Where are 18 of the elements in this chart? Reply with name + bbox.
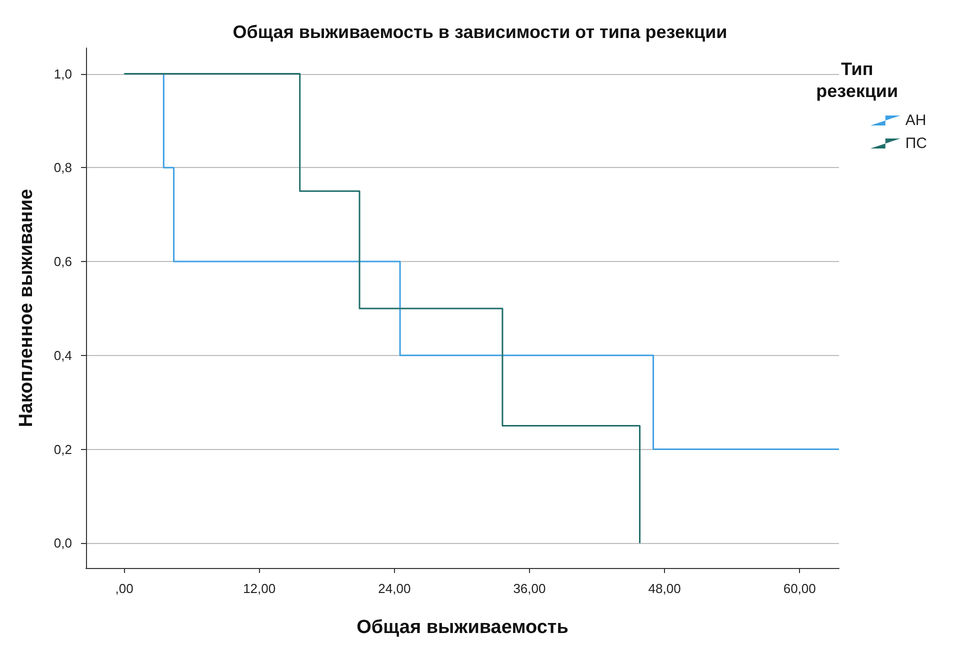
y-axis-title: Накопленное выживание bbox=[16, 188, 37, 428]
y-tick-label: 0,8 bbox=[54, 160, 72, 176]
text: АН bbox=[905, 112, 926, 129]
chart-title: Общая выживаемость в зависимости от типа резекции bbox=[232, 22, 728, 42]
x-tick-label: ,00 bbox=[115, 581, 134, 596]
x-axis-title: Общая выживаемость bbox=[356, 617, 568, 638]
x-tick-label: 36,00 bbox=[513, 581, 546, 596]
x-tick-label: 12,00 bbox=[243, 581, 276, 596]
x-tick-label: 24,00 bbox=[378, 581, 411, 596]
y-tick-label: 0,0 bbox=[54, 536, 72, 551]
x-tick-label: 48,00 bbox=[648, 581, 681, 596]
text: ПС bbox=[905, 135, 928, 152]
y-tick-label: 0,2 bbox=[54, 442, 72, 457]
x-tick-label: 60,00 bbox=[783, 581, 816, 596]
y-tick-label: 1,0 bbox=[54, 66, 72, 82]
y-tick-label: 0,4 bbox=[54, 348, 72, 363]
y-tick-label: 0,6 bbox=[54, 254, 72, 270]
legend-title: Тип резекции bbox=[816, 59, 898, 101]
